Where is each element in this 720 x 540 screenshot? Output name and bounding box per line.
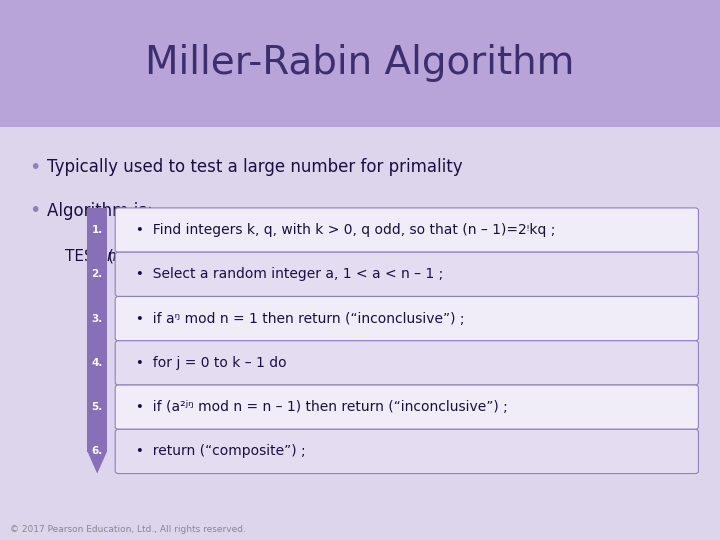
Text: 4.: 4. xyxy=(91,358,103,368)
FancyBboxPatch shape xyxy=(115,429,698,474)
Text: n: n xyxy=(107,249,116,264)
FancyBboxPatch shape xyxy=(87,208,107,452)
Text: •  Select a random integer a, 1 < a < n – 1 ;: • Select a random integer a, 1 < a < n –… xyxy=(127,267,444,281)
Text: ): ) xyxy=(117,249,122,264)
Text: •: • xyxy=(29,201,40,220)
Text: 1.: 1. xyxy=(91,225,103,235)
Text: © 2017 Pearson Education, Ltd., All rights reserved.: © 2017 Pearson Education, Ltd., All righ… xyxy=(10,524,246,534)
Polygon shape xyxy=(87,451,107,474)
Text: Algorithm is:: Algorithm is: xyxy=(47,201,153,220)
FancyBboxPatch shape xyxy=(115,252,698,296)
Text: 6.: 6. xyxy=(91,447,103,456)
Text: •  if (a²ʲᵑ mod n = n – 1) then return (“inconclusive”) ;: • if (a²ʲᵑ mod n = n – 1) then return (“… xyxy=(127,400,508,414)
FancyBboxPatch shape xyxy=(115,208,698,252)
FancyBboxPatch shape xyxy=(115,341,698,385)
Text: •  if aᵑ mod n = 1 then return (“inconclusive”) ;: • if aᵑ mod n = 1 then return (“inconclu… xyxy=(127,312,465,326)
FancyBboxPatch shape xyxy=(0,0,720,127)
Text: •  Find integers k, q, with k > 0, q odd, so that (n – 1)=2ᵎkq ;: • Find integers k, q, with k > 0, q odd,… xyxy=(127,223,556,237)
Text: 5.: 5. xyxy=(91,402,103,412)
Text: Typically used to test a large number for primality: Typically used to test a large number fo… xyxy=(47,158,462,177)
Text: Miller-Rabin Algorithm: Miller-Rabin Algorithm xyxy=(145,44,575,83)
Text: •  for j = 0 to k – 1 do: • for j = 0 to k – 1 do xyxy=(127,356,287,370)
FancyBboxPatch shape xyxy=(115,296,698,341)
Text: •  return (“composite”) ;: • return (“composite”) ; xyxy=(127,444,306,458)
Text: 3.: 3. xyxy=(91,314,103,323)
Text: TEST (: TEST ( xyxy=(65,249,114,264)
Text: •: • xyxy=(29,158,40,177)
FancyBboxPatch shape xyxy=(115,385,698,429)
Text: 2.: 2. xyxy=(91,269,103,279)
